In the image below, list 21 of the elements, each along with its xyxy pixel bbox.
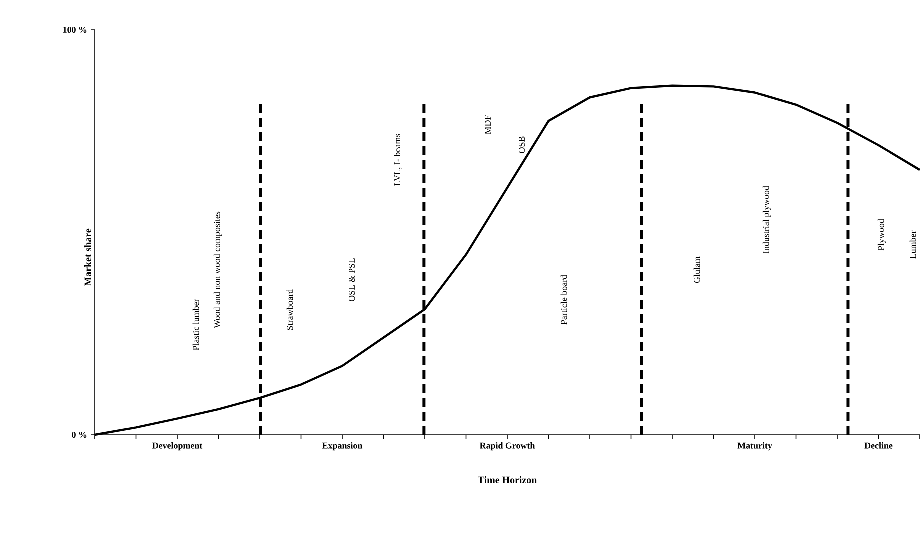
annotation: Industrial plywood [762,186,772,254]
x-tick-label: Maturity [738,442,772,451]
annotation: MDF [485,116,491,134]
y-axis-title: Market share [84,228,92,286]
annotation: LVL, I- beams [394,134,402,186]
annotation: Wood and non wood composites [214,212,222,328]
annotation: OSL & PSL [348,258,356,302]
annotation: Particle board [560,275,568,325]
annotation: Plywood [878,219,886,251]
x-tick-label: Decline [864,442,893,449]
x-axis-title: Time Horizon [478,476,538,484]
y-tick-label: 0 % [72,432,87,438]
x-tick-label: Rapid Growth [480,442,536,451]
annotation: OSB [518,136,526,154]
x-tick-label: Development [152,442,203,451]
annotation: Strawboard [286,289,294,330]
x-tick-label: Expansion [322,442,363,451]
annotation: Lumber [910,230,916,259]
annotation: Glulam [694,256,700,284]
annotation: Plastic lumber [192,299,200,351]
y-tick-label: 100 % [64,26,87,34]
